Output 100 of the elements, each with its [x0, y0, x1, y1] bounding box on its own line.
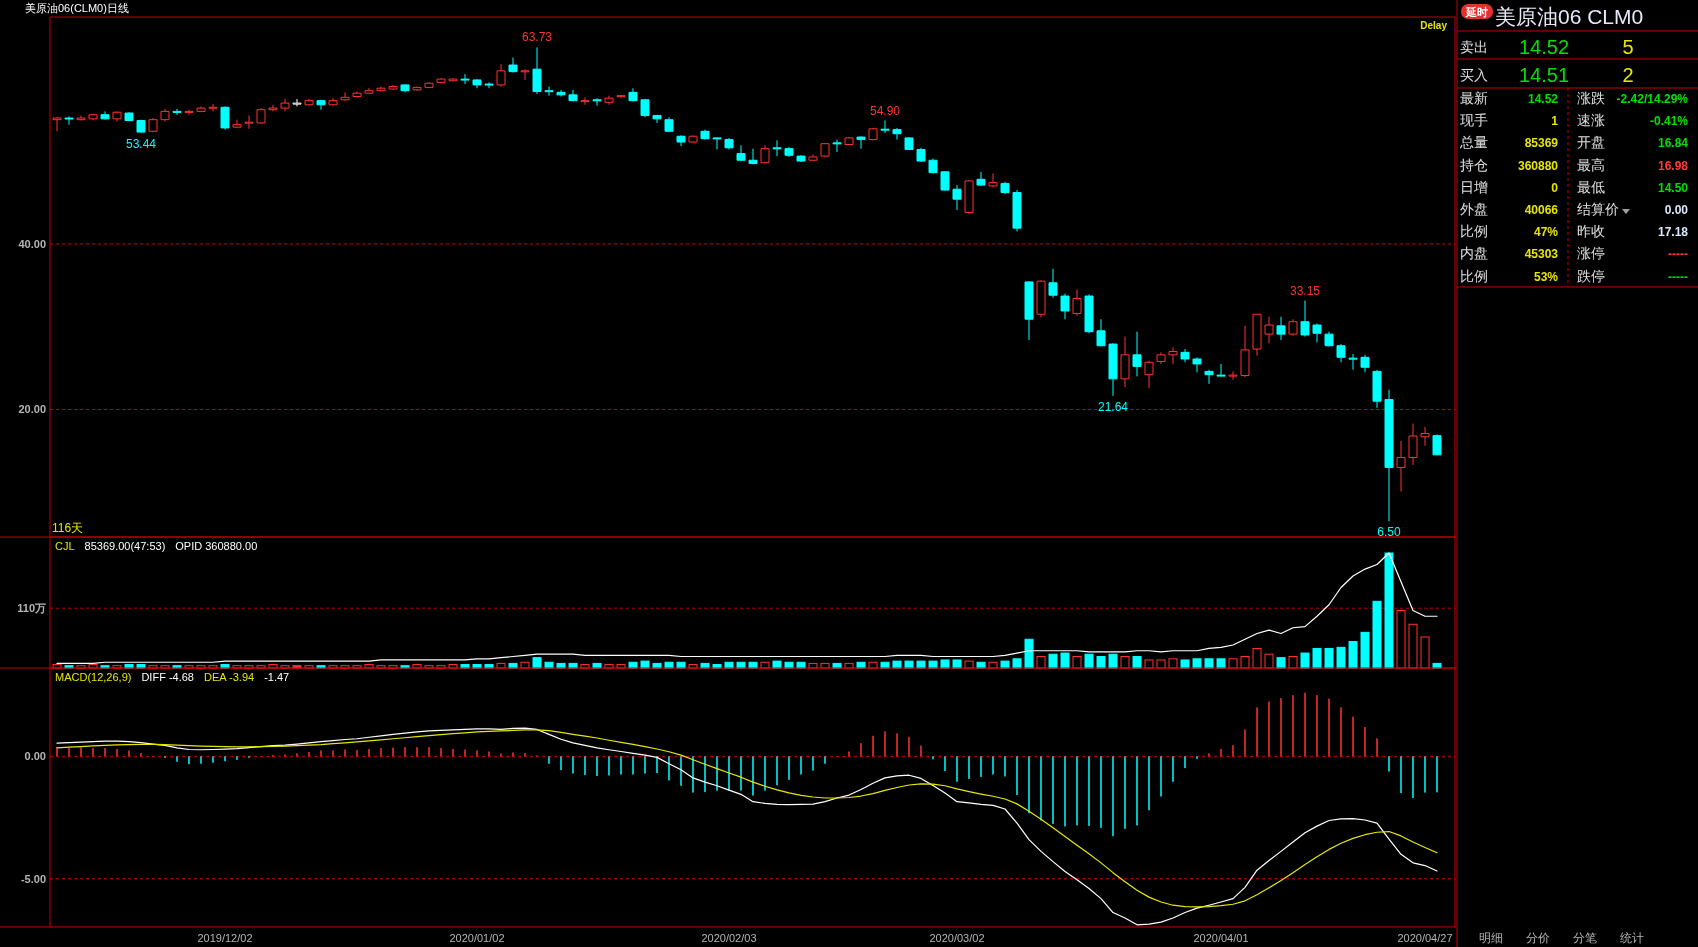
bar: [1336, 646, 1346, 669]
bar: [1204, 658, 1214, 669]
candlestick: [736, 144, 746, 162]
bar: [1144, 659, 1154, 669]
candlestick: [1240, 325, 1250, 378]
text: 延时: [1465, 6, 1488, 18]
candlestick: [1228, 370, 1238, 381]
text: 85369.00(47:53): [84, 540, 166, 552]
candlestick: [1156, 351, 1166, 365]
text: 分笔: [1573, 931, 1597, 945]
candlestick: [1372, 369, 1382, 409]
bar: [1084, 653, 1094, 669]
bar: [1396, 610, 1406, 669]
candlestick: [700, 129, 710, 141]
candlestick: [1048, 268, 1058, 299]
candlestick: [904, 136, 914, 150]
candlestick: [784, 146, 794, 158]
candlestick: [148, 117, 158, 133]
candlestick: [1120, 336, 1130, 388]
candlestick: [664, 116, 674, 133]
bar: [1276, 657, 1286, 669]
bar: [892, 660, 902, 669]
text: -----: [1668, 247, 1688, 262]
candlestick: [244, 115, 254, 130]
bar: [640, 660, 650, 669]
candlestick: [724, 137, 734, 150]
bar: [1072, 656, 1082, 669]
candlestick: [1036, 279, 1046, 319]
annotation: 53.44: [125, 136, 157, 151]
candlestick: [628, 87, 638, 102]
bar: [1240, 656, 1250, 669]
candlestick: [1216, 363, 1226, 377]
annotation: 54.90: [869, 103, 901, 118]
candlestick: [976, 171, 986, 187]
text: 53%: [1533, 269, 1559, 284]
annotation: 6.50: [1377, 525, 1401, 540]
candlestick: [376, 86, 386, 93]
candlestick: [988, 173, 998, 189]
chart-title: 美原油06(CLM0)日线: [25, 2, 129, 14]
text: 卖出: [1460, 39, 1488, 55]
text: 0: [1551, 180, 1559, 195]
candlestick: [64, 115, 74, 126]
candlestick: [1396, 440, 1406, 492]
y-tick-label: -5.00: [20, 872, 46, 885]
candlestick: [568, 89, 578, 102]
candlestick: [1072, 288, 1082, 317]
candlestick: [352, 91, 362, 98]
text: 持仓: [1460, 156, 1488, 173]
candlestick: [1384, 389, 1394, 522]
bar: [1024, 638, 1034, 669]
candlestick: [964, 179, 974, 215]
text: 分价: [1526, 931, 1550, 945]
text: 涨停: [1577, 245, 1605, 262]
text: 内盘: [1460, 245, 1488, 262]
candlestick: [556, 89, 566, 97]
candlestick: [112, 110, 122, 122]
annotation: Delay: [1420, 20, 1448, 31]
candlestick: [400, 83, 410, 93]
text: 开盘: [1577, 134, 1605, 151]
candlestick: [1264, 316, 1274, 344]
candlestick: [952, 184, 962, 211]
candlestick: [484, 81, 494, 89]
text: 16.84: [1657, 136, 1689, 151]
bar: [1048, 653, 1058, 669]
candlestick: [772, 139, 782, 157]
x-tick-label: 2020/02/03: [701, 932, 757, 944]
text: 外盘: [1460, 201, 1488, 217]
bar: [1384, 552, 1394, 669]
bar: [1036, 656, 1046, 669]
text: -2.42/14.29%: [1616, 92, 1689, 106]
text: CJL: [55, 540, 75, 552]
candlestick: [544, 86, 554, 97]
candlestick: [1180, 348, 1190, 363]
candlestick: [592, 97, 602, 107]
text: 0.00: [1664, 203, 1689, 217]
candlestick: [604, 95, 614, 106]
x-tick-label: 2019/12/02: [197, 932, 253, 944]
candlestick: [1204, 369, 1214, 385]
bar: [1060, 652, 1070, 669]
text: DEA -3.94: [204, 671, 255, 683]
bar: [1360, 631, 1370, 669]
candlestick: [748, 148, 758, 165]
text: 360880: [1517, 158, 1559, 173]
x-tick-label: 2020/01/02: [449, 932, 505, 944]
candlestick: [340, 91, 350, 102]
text: OPID 360880.00: [175, 540, 258, 552]
candlestick: [364, 87, 374, 95]
candlestick: [1276, 316, 1286, 341]
bar: [904, 660, 914, 669]
bar: [928, 660, 938, 669]
candlestick: [412, 86, 422, 92]
x-tick-label: 2020/03/02: [929, 932, 985, 944]
candlestick: [280, 98, 290, 112]
bar: [1312, 647, 1322, 669]
bar: [1408, 623, 1418, 669]
candlestick: [1300, 300, 1310, 338]
candlestick: [580, 96, 590, 106]
text: 最新: [1460, 90, 1488, 106]
candlestick: [1000, 181, 1010, 195]
candlestick: [508, 57, 518, 73]
